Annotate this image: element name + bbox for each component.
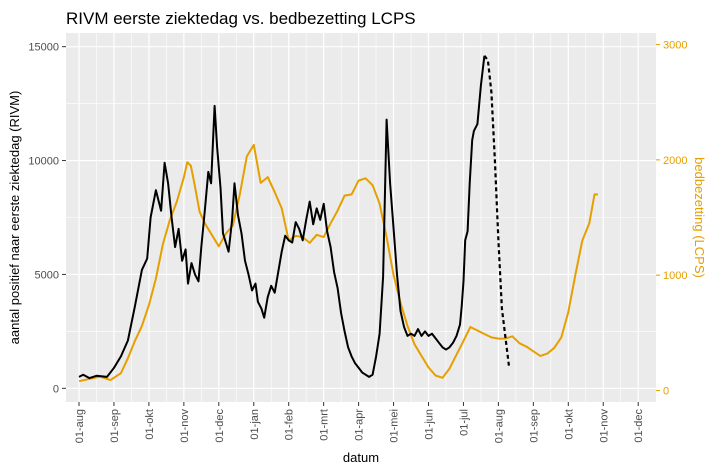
bottom-axis: 01-aug 01-sep 01-okt 01-nov 01-dec 01-jan 01-f… [74, 402, 645, 443]
left-axis: 0 5000 10000 15000 [28, 42, 66, 395]
y-tick-label: 15000 [28, 42, 59, 54]
x-tick-label: 01-jul [458, 409, 470, 436]
y-right-tick-label: 0 [663, 385, 669, 397]
x-tick-label: 01-nov [598, 409, 610, 443]
x-axis-title: datum [343, 450, 379, 465]
x-tick-label: 01-sep [109, 409, 121, 443]
y-tick-label: 5000 [35, 269, 59, 281]
y-axis-title-left: aantal positief naar eerste ziektedag (R… [7, 91, 22, 345]
right-axis: 0 1000 2000 3000 [656, 40, 687, 397]
x-tick-label: 01-aug [74, 409, 86, 443]
x-tick-label: 01-okt [144, 409, 156, 440]
x-tick-label: 01-nov [179, 409, 191, 443]
x-tick-label: 01-aug [493, 409, 505, 443]
x-tick-label: 01-okt [563, 409, 575, 440]
chart-title: RIVM eerste ziektedag vs. bedbezetting L… [66, 9, 416, 28]
y-right-tick-label: 2000 [663, 155, 687, 167]
series-line-lcps [78, 143, 598, 383]
series-line-rivm-projection [483, 55, 510, 366]
x-tick-label: 01-feb [284, 409, 296, 440]
y-axis-title-right: bedbezetting (LCPS) [692, 157, 707, 278]
x-tick-label: 01-apr [354, 409, 366, 441]
x-tick-label: 01-sep [528, 409, 540, 443]
y-right-tick-label: 1000 [663, 270, 687, 282]
y-right-tick-label: 3000 [663, 40, 687, 52]
y-tick-label: 0 [53, 383, 59, 395]
series-layer [78, 55, 598, 383]
x-tick-label: 01-dec [214, 409, 226, 443]
x-tick-label: 01-mei [389, 409, 401, 443]
x-tick-label: 01-jun [424, 409, 436, 440]
series-line-rivm [78, 55, 486, 380]
x-tick-label: 01-dec [633, 409, 645, 443]
x-tick-label: 01-mrt [319, 409, 331, 441]
y-tick-label: 10000 [28, 156, 59, 168]
x-tick-label: 01-jan [249, 409, 261, 440]
